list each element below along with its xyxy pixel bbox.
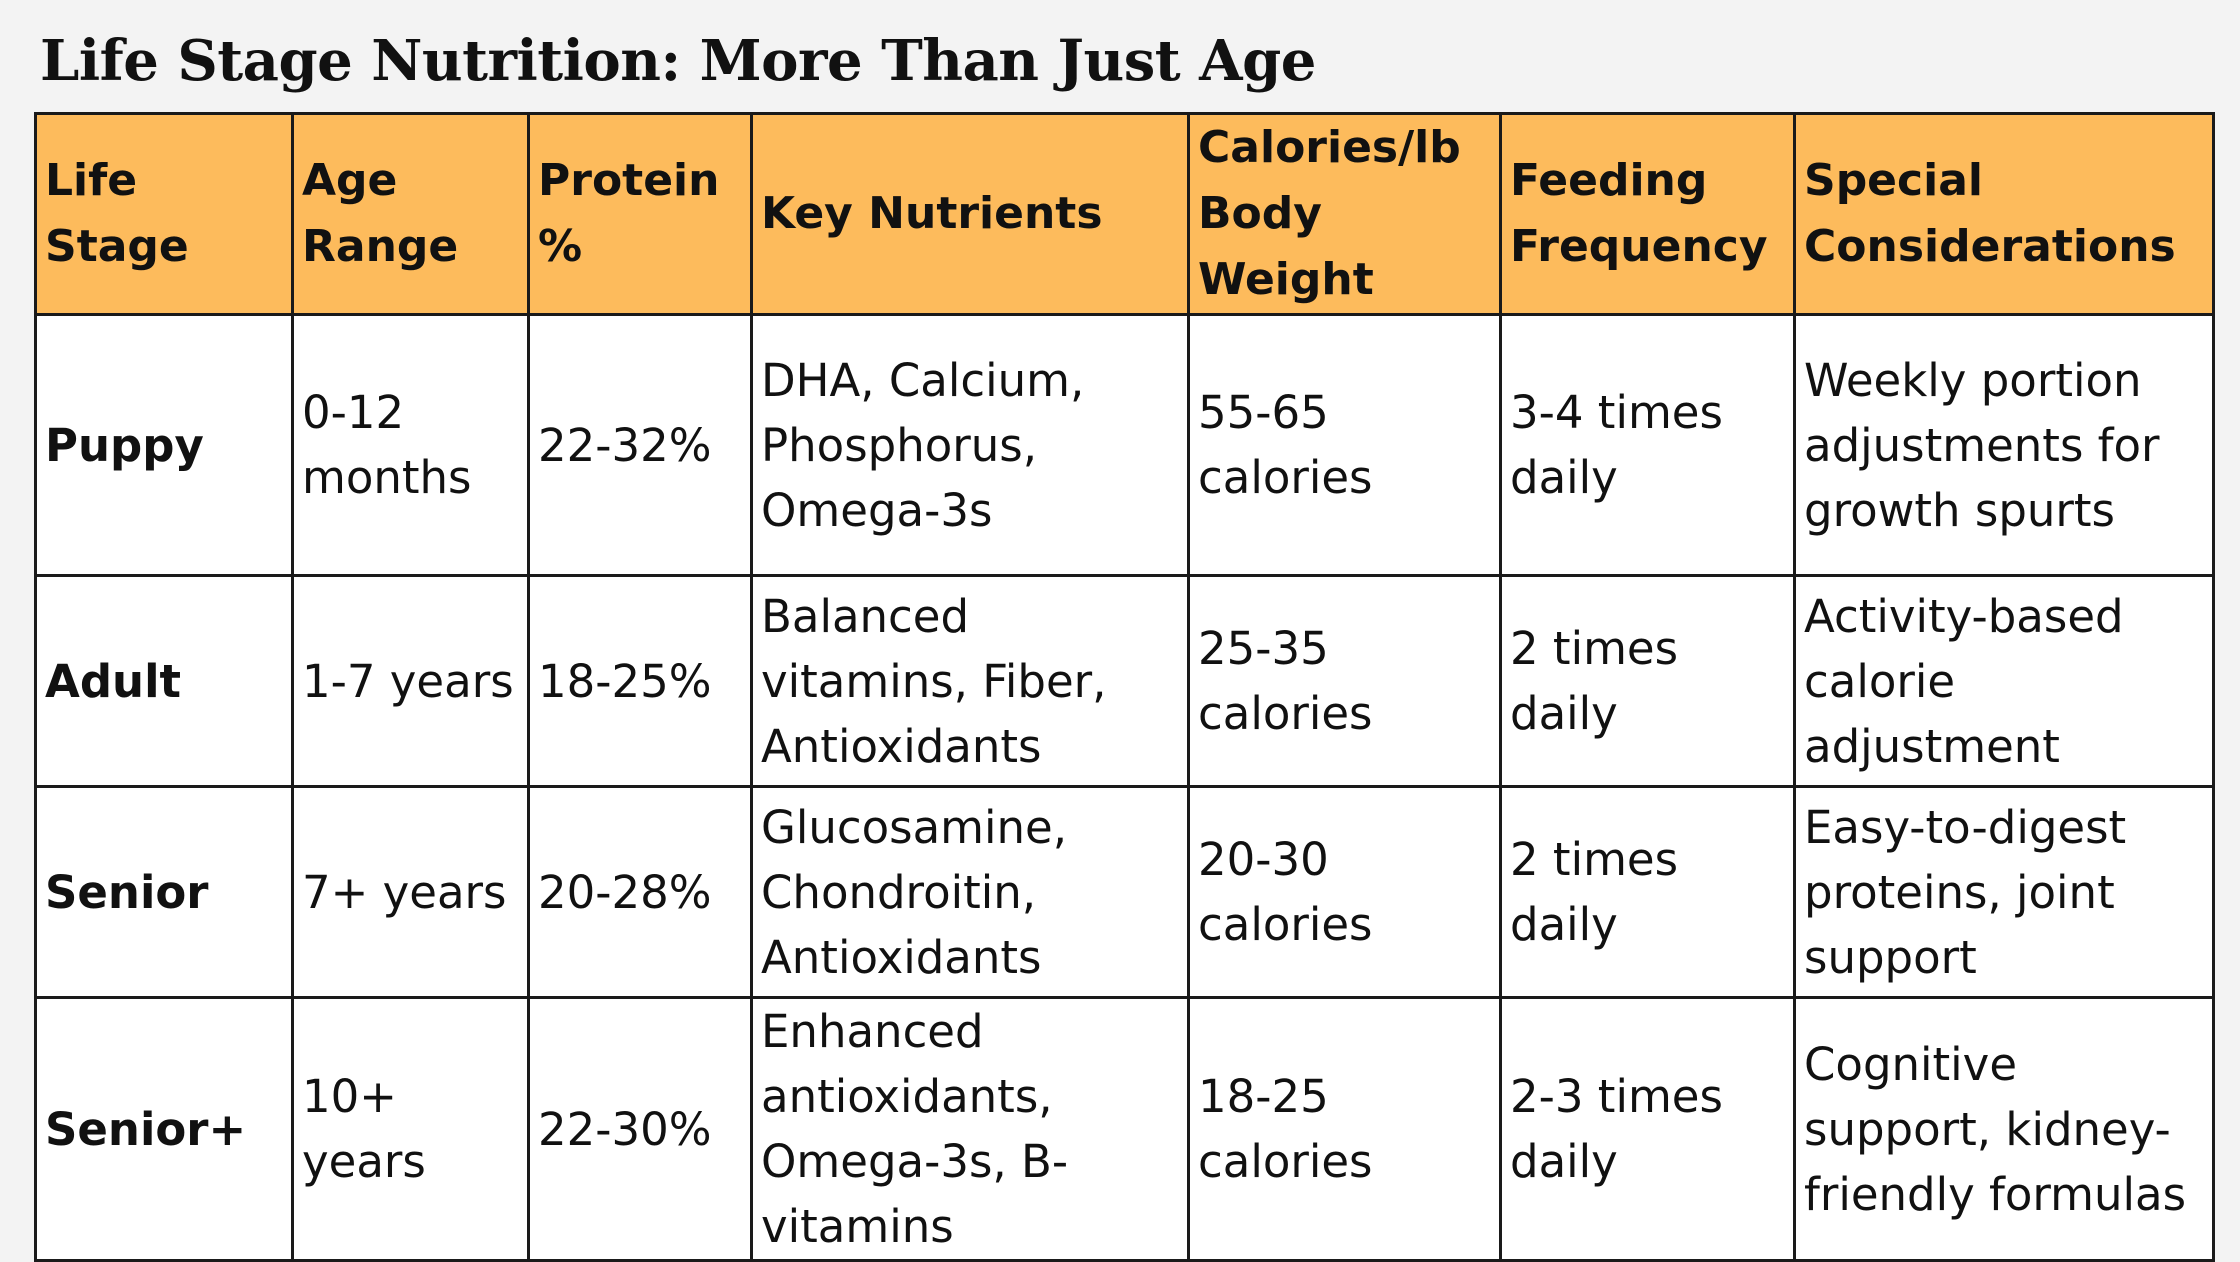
header-life-stage: Life Stage [34, 112, 294, 316]
table-row: Puppy 0-12 months 22-32% DHA, Calcium, P… [34, 313, 2215, 577]
cell-life-stage: Puppy [34, 313, 294, 577]
cell-age-range: 1-7 years [291, 574, 530, 788]
header-age-range: Age Range [291, 112, 530, 316]
cell-protein: 20-28% [527, 785, 753, 999]
cell-life-stage: Senior+ [34, 996, 294, 1262]
cell-special-considerations: Easy-to-digest proteins, joint support [1793, 785, 2215, 999]
header-key-nutrients: Key Nutrients [750, 112, 1190, 316]
cell-calories: 18-25 calories [1187, 996, 1502, 1262]
header-feeding-frequency: Feeding Frequency [1499, 112, 1796, 316]
header-protein: Protein % [527, 112, 753, 316]
cell-age-range: 7+ years [291, 785, 530, 999]
cell-special-considerations: Activity-based calorie adjustment [1793, 574, 2215, 788]
cell-key-nutrients: DHA, Calcium, Phosphorus, Omega-3s [750, 313, 1190, 577]
cell-feeding-frequency: 2 times daily [1499, 574, 1796, 788]
life-stage-nutrition-table: Life Stage Age Range Protein % Key Nutri… [34, 112, 2215, 1262]
table-row: Adult 1-7 years 18-25% Balanced vitamins… [34, 574, 2215, 788]
cell-feeding-frequency: 3-4 times daily [1499, 313, 1796, 577]
cell-age-range: 0-12 months [291, 313, 530, 577]
cell-protein: 18-25% [527, 574, 753, 788]
header-special-considerations: Special Considerations [1793, 112, 2215, 316]
table-header-row: Life Stage Age Range Protein % Key Nutri… [34, 112, 2215, 316]
cell-key-nutrients: Enhanced antioxidants, Omega-3s, B-vitam… [750, 996, 1190, 1262]
cell-key-nutrients: Balanced vitamins, Fiber, Antioxidants [750, 574, 1190, 788]
cell-calories: 20-30 calories [1187, 785, 1502, 999]
cell-calories: 55-65 calories [1187, 313, 1502, 577]
page-title: Life Stage Nutrition: More Than Just Age [40, 28, 1316, 94]
cell-feeding-frequency: 2 times daily [1499, 785, 1796, 999]
header-calories: Calories/lb Body Weight [1187, 112, 1502, 316]
table-row: Senior+ 10+ years 22-30% Enhanced antiox… [34, 996, 2215, 1262]
cell-special-considerations: Cognitive support, kidney-friendly formu… [1793, 996, 2215, 1262]
cell-special-considerations: Weekly portion adjustments for growth sp… [1793, 313, 2215, 577]
table-row: Senior 7+ years 20-28% Glucosamine, Chon… [34, 785, 2215, 999]
cell-life-stage: Adult [34, 574, 294, 788]
cell-protein: 22-30% [527, 996, 753, 1262]
cell-life-stage: Senior [34, 785, 294, 999]
cell-age-range: 10+ years [291, 996, 530, 1262]
cell-key-nutrients: Glucosamine, Chondroitin, Antioxidants [750, 785, 1190, 999]
cell-protein: 22-32% [527, 313, 753, 577]
cell-calories: 25-35 calories [1187, 574, 1502, 788]
cell-feeding-frequency: 2-3 times daily [1499, 996, 1796, 1262]
